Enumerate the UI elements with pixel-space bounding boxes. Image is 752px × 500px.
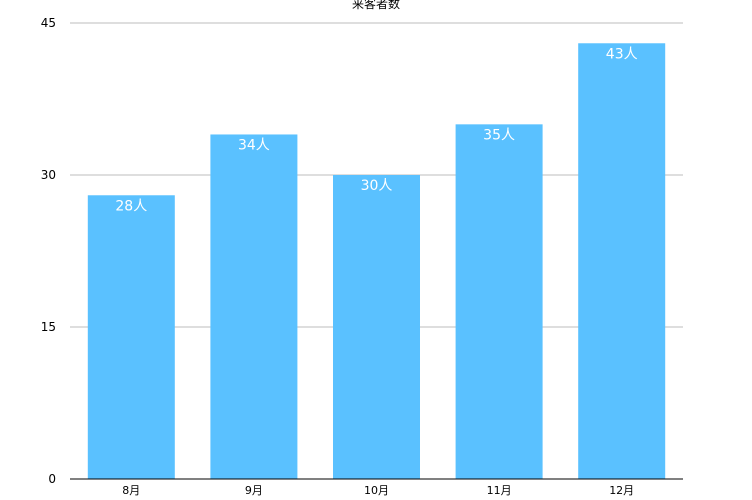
data-label: 34人 — [238, 137, 270, 153]
data-label: 35人 — [483, 127, 515, 143]
bar — [578, 43, 666, 480]
chart-title: 来客者数 — [352, 0, 400, 11]
x-tick-label: 11月 — [487, 484, 512, 497]
data-label: 28人 — [115, 198, 147, 214]
x-tick-label: 12月 — [609, 484, 634, 497]
x-tick-label: 8月 — [122, 484, 140, 497]
bars — [87, 43, 666, 480]
data-labels: 28人 34人 30人 35人 43人 — [115, 46, 637, 214]
y-tick-label: 0 — [48, 472, 56, 486]
bar — [87, 195, 175, 479]
bar — [455, 124, 543, 479]
bar — [210, 134, 298, 479]
y-axis-ticks: 0 15 30 45 — [41, 16, 56, 486]
bar — [333, 175, 420, 479]
x-tick-label: 9月 — [245, 484, 263, 497]
y-tick-label: 45 — [41, 16, 56, 30]
data-label: 43人 — [606, 46, 638, 62]
y-tick-label: 30 — [41, 168, 56, 182]
y-tick-label: 15 — [41, 320, 56, 334]
x-axis: 8月 9月 10月 11月 12月 — [70, 478, 683, 497]
x-tick-label: 10月 — [364, 484, 389, 497]
data-label: 30人 — [361, 178, 393, 194]
